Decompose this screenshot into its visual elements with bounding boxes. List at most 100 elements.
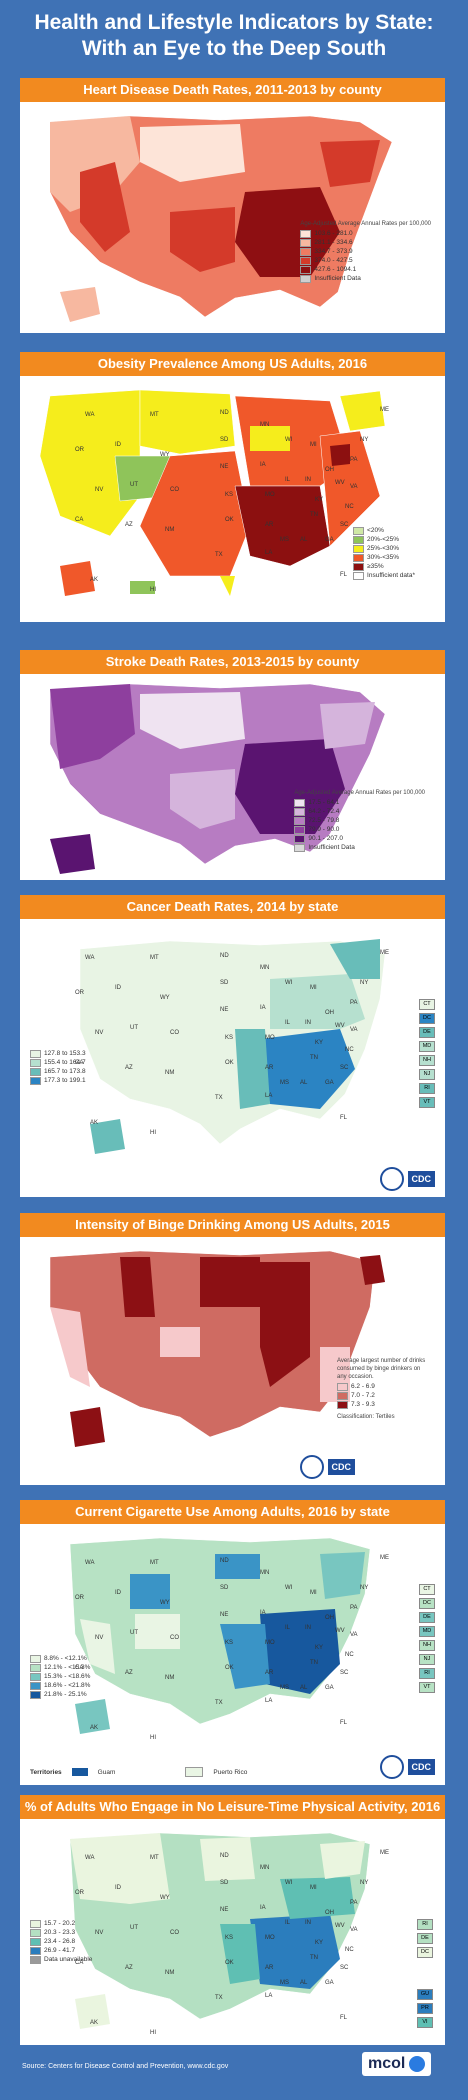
state-label: AK: [90, 1725, 98, 1731]
state-label: MT: [150, 1560, 159, 1566]
state-label: MT: [150, 955, 159, 961]
mcol-logo[interactable]: mcol: [362, 2052, 432, 2076]
state-label: AZ: [125, 1065, 133, 1071]
hhs-seal-icon: [379, 1755, 404, 1779]
legend-swatch: [294, 799, 306, 807]
territory-box: PR: [417, 2003, 433, 2014]
territory-box: MD: [419, 1041, 435, 1052]
state-label: NV: [95, 487, 103, 493]
legend-inactivity: 15.7 - 20.2 20.3 - 23.3 23.4 - 26.8 26.9…: [30, 1919, 92, 1965]
legend-label: 12.1% - <15.3%: [44, 1664, 91, 1671]
state-label: AL: [300, 1980, 308, 1986]
state-label: HI: [150, 2030, 156, 2036]
legend-label: 7.3 - 9.3: [351, 1401, 375, 1408]
territory-box: DE: [419, 1612, 435, 1623]
state-label: PA: [350, 1000, 358, 1006]
state-label: FL: [340, 1115, 348, 1121]
legend-label: 21.8% - 25.1%: [44, 1691, 87, 1698]
state-label: KY: [315, 497, 323, 503]
territory-box: CT: [419, 1584, 435, 1595]
state-label: WA: [85, 412, 94, 418]
state-label: TN: [310, 1055, 318, 1061]
state-label: TN: [310, 512, 318, 518]
legend-label: 8.8% - <12.1%: [44, 1655, 87, 1662]
state-label: WA: [85, 955, 94, 961]
state-label: HI: [150, 1130, 156, 1136]
state-label: UT: [130, 1025, 138, 1031]
territory-box: MD: [419, 1626, 435, 1637]
legend-label: Data unavailable: [44, 1956, 93, 1963]
state-label: WI: [285, 980, 293, 986]
legend-swatch: [337, 1392, 348, 1400]
source-credit: Source: Centers for Disease Control and …: [22, 2063, 229, 2070]
state-label: ND: [220, 1853, 229, 1859]
us-map-obesity: WA OR ID MT ND SD NE KS OK TX CO WY UT NV CA AZ NM MN IA MO…: [39, 389, 389, 596]
panel-cancer: Cancer Death Rates, 2014 by state WA OR ID…: [20, 895, 445, 1197]
state-label: ID: [115, 1885, 122, 1891]
legend-swatch: [30, 1691, 41, 1699]
state-label: SC: [340, 1065, 349, 1071]
state-label: CO: [170, 1030, 179, 1036]
state-label: WY: [160, 1600, 170, 1606]
state-label: SD: [220, 1880, 229, 1886]
state-label: AZ: [125, 1670, 133, 1676]
state-label: CA: [75, 1960, 83, 1966]
state-label: NC: [345, 1947, 354, 1953]
state-label: NM: [165, 1970, 174, 1976]
legend-label: 90.1 - 207.0: [308, 835, 344, 842]
state-label: IN: [305, 1625, 311, 1631]
state-label: IN: [305, 1920, 311, 1926]
state-label: GA: [325, 1685, 334, 1691]
state-label: WY: [160, 1895, 170, 1901]
state-label: KY: [315, 1645, 323, 1651]
legend-label: 103.6 - 281.0: [314, 230, 353, 237]
state-label: KS: [225, 1640, 233, 1646]
territory-box: GU: [417, 1989, 433, 2000]
state-label: AR: [265, 1965, 274, 1971]
territory-box: RI: [417, 1919, 433, 1930]
cdc-logo: CDC: [299, 1455, 355, 1479]
state-label: NE: [220, 1612, 228, 1618]
legend-label: 15.7 - 20.2: [44, 1920, 76, 1927]
guam-swatch: [71, 1768, 88, 1776]
legend-swatch: [353, 563, 365, 571]
state-label: IA: [260, 1610, 266, 1616]
state-label: WI: [285, 1880, 293, 1886]
legend-label: ≥35%: [367, 563, 384, 570]
state-label: MO: [265, 1935, 275, 1941]
legend-label: Insufficient data*: [367, 572, 415, 579]
state-label: SD: [220, 980, 229, 986]
legend-label: 127.8 to 153.3: [44, 1050, 86, 1057]
state-label: AK: [90, 2020, 98, 2026]
us-map-cigarette: WA OR ID MT ND SD WY NE NV UT CO KS CA AZ NM OK TX MN WI IA…: [69, 1537, 389, 1741]
state-label: IN: [305, 477, 311, 483]
legend-label: <20%: [367, 527, 384, 534]
state-label: MN: [260, 965, 269, 971]
territory-boxes: RI DE DC: [417, 1919, 433, 1958]
hhs-seal-icon: [299, 1455, 324, 1479]
legend-swatch: [294, 835, 306, 843]
state-label: LA: [265, 1993, 272, 1999]
legend-cigarette: 8.8% - <12.1% 12.1% - <15.3% 15.3% - <18…: [30, 1654, 90, 1700]
state-label: KS: [225, 1035, 233, 1041]
territory-box: NJ: [419, 1069, 435, 1080]
state-label: WY: [160, 452, 170, 458]
state-label: MN: [260, 422, 269, 428]
territory-box: DC: [419, 1013, 435, 1024]
state-label: ME: [380, 950, 389, 956]
state-label: AZ: [125, 522, 133, 528]
state-label: OH: [325, 1910, 334, 1916]
state-label: ND: [220, 953, 229, 959]
state-label: TX: [215, 1700, 223, 1706]
legend-heart: Age-Adjusted Average Annual Rates per 10…: [300, 220, 431, 284]
state-label: IL: [285, 1625, 291, 1631]
legend-label: 155.4 to 164.7: [44, 1059, 86, 1066]
state-label: ID: [115, 985, 122, 991]
state-label: NC: [345, 1047, 354, 1053]
state-label: WY: [160, 995, 170, 1001]
state-label: IN: [305, 1020, 311, 1026]
state-label: NM: [165, 1675, 174, 1681]
state-label: MS: [280, 1080, 289, 1086]
state-label: AR: [265, 522, 274, 528]
state-label: TN: [310, 1660, 318, 1666]
